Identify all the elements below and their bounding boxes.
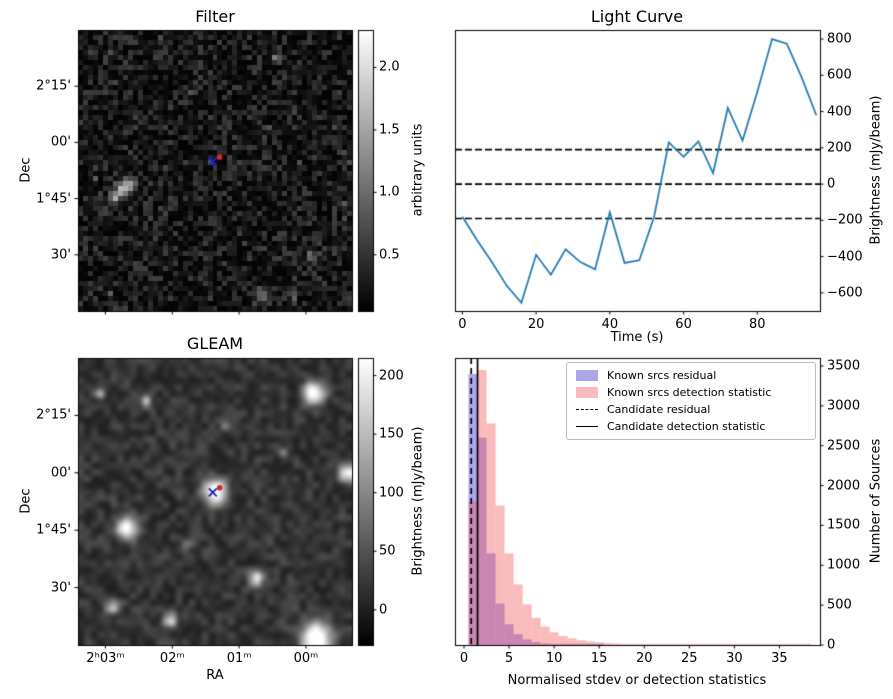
gleam-y-tick-label: 2°15' [36, 407, 71, 423]
legend-swatch-candidate-residual [576, 409, 598, 410]
light_curve-x-tick-label: 20 [527, 317, 545, 332]
filter-y-tick-label: 30' [50, 247, 71, 263]
light_curve-x-tick-label: 80 [749, 317, 766, 332]
light_curve-y-tick-label: 0 [827, 176, 836, 192]
gleam-x-tick-label: 00ᵐ [293, 651, 319, 666]
filter-y-tick-label: 1°45' [36, 191, 71, 207]
gleam-colorbar-tick-label: 50 [379, 543, 396, 559]
filter-colorbar-tick-label: 1.0 [379, 184, 400, 200]
histogram-y-tick-label: 3500 [827, 358, 861, 374]
filter-y-tick-label: 00' [50, 134, 71, 150]
legend-swatch-candidate-detection-statistic [576, 426, 598, 427]
histogram-y-axis-label: Number of Sources [868, 438, 884, 564]
gleam-colorbar-tick-label: 150 [379, 426, 404, 442]
legend-item-candidate-detection-statistic: Candidate detection statistic [576, 420, 806, 433]
legend-item-known-srcs-residual: Known srcs residual [576, 369, 806, 382]
histogram-x-tick-label: 15 [590, 651, 608, 666]
histogram-y-tick-label: 2000 [827, 478, 861, 494]
histogram-x-tick-label: 0 [459, 651, 469, 666]
light-curve-y-axis-label: Brightness (mJy/beam) [868, 95, 884, 245]
legend-item-known-srcs-detection-statistic: Known srcs detection statistic [576, 386, 806, 399]
gleam-x-tick-label: 2ʰ03ᵐ [86, 651, 125, 666]
histogram-y-tick-label: 1000 [827, 557, 861, 573]
gleam-colorbar-tick-label: 100 [379, 485, 404, 501]
light_curve-y-tick-label: −200 [827, 212, 863, 228]
filter-colorbar-tick-label: 0.5 [379, 247, 400, 263]
gleam-y-tick-label: 1°45' [36, 522, 71, 538]
histogram-x-tick-label: 35 [771, 651, 788, 666]
light_curve-y-tick-label: 400 [827, 104, 852, 120]
light_curve-x-tick-label: 0 [458, 317, 467, 332]
light_curve-y-tick-label: −400 [827, 249, 863, 265]
legend-label-known-srcs-residual: Known srcs residual [607, 369, 717, 382]
histogram-x-tick-label: 25 [681, 651, 698, 666]
legend-label-known-srcs-detection-statistic: Known srcs detection statistic [607, 386, 772, 399]
filter-y-axis-label: Dec [18, 157, 34, 183]
gleam-colorbar-label: Brightness (mJy/beam) [410, 426, 426, 576]
gleam-colorbar-tick-label: 0 [379, 602, 388, 618]
light_curve-y-tick-label: 800 [827, 31, 852, 47]
histogram-y-tick-label: 1500 [827, 517, 861, 533]
legend-swatch-known-srcs-detection-statistic [576, 387, 598, 398]
filter-colorbar-label: arbitrary units [410, 123, 426, 217]
light-curve-x-axis-label: Time (s) [610, 330, 664, 345]
filter-y-tick-label: 2°15' [36, 78, 71, 94]
light-curve-title: Light Curve [590, 7, 684, 26]
light_curve-y-tick-label: −600 [827, 285, 863, 301]
light_curve-y-tick-label: 200 [827, 140, 852, 156]
filter-title: Filter [195, 7, 235, 26]
gleam-y-axis-label: Dec [18, 488, 34, 514]
light_curve-x-tick-label: 40 [601, 317, 619, 332]
gleam-y-tick-label: 30' [50, 580, 71, 596]
legend-label-candidate-detection-statistic: Candidate detection statistic [607, 420, 766, 433]
light_curve-x-tick-label: 60 [675, 317, 692, 332]
gleam-y-tick-label: 00' [50, 465, 71, 481]
gleam-x-tick-label: 02ᵐ [159, 651, 185, 666]
histogram-x-axis-label: Normalised stdev or detection statistics [507, 673, 767, 688]
histogram-x-tick-label: 20 [635, 651, 653, 666]
legend-label-candidate-residual: Candidate residual [607, 403, 711, 416]
legend-swatch-known-srcs-residual [576, 370, 598, 381]
histogram-legend: Known srcs residual Known srcs detection… [566, 362, 816, 440]
filter-colorbar-tick-label: 2.0 [379, 59, 400, 75]
gleam-x-tick-label: 01ᵐ [226, 651, 252, 666]
histogram-y-tick-label: 0 [827, 637, 836, 653]
histogram-x-tick-label: 5 [504, 651, 514, 666]
histogram-x-tick-label: 10 [545, 651, 563, 666]
histogram-y-tick-label: 3000 [827, 398, 861, 414]
light_curve-y-tick-label: 600 [827, 67, 852, 83]
histogram-y-tick-label: 2500 [827, 438, 861, 454]
legend-item-candidate-residual: Candidate residual [576, 403, 806, 416]
gleam-colorbar-tick-label: 200 [379, 368, 404, 384]
filter-colorbar-tick-label: 1.5 [379, 122, 400, 138]
gleam-title: GLEAM [186, 334, 244, 353]
gleam-x-axis-label: RA [206, 668, 224, 683]
histogram-y-tick-label: 500 [827, 597, 852, 613]
histogram-x-tick-label: 30 [726, 651, 743, 666]
